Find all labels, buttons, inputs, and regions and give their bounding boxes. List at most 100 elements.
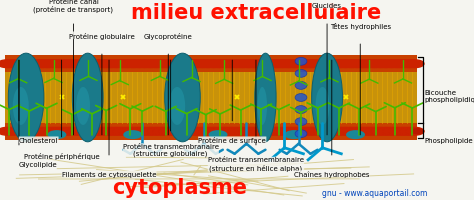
Circle shape	[21, 128, 39, 135]
Circle shape	[234, 129, 246, 134]
Circle shape	[15, 128, 34, 135]
Circle shape	[199, 61, 217, 68]
Ellipse shape	[209, 130, 228, 139]
Circle shape	[44, 129, 56, 134]
Circle shape	[154, 129, 165, 134]
Circle shape	[136, 61, 154, 68]
Circle shape	[182, 129, 194, 134]
Circle shape	[27, 61, 45, 68]
Ellipse shape	[295, 70, 307, 78]
Circle shape	[164, 128, 183, 135]
Circle shape	[84, 61, 102, 68]
Ellipse shape	[123, 130, 142, 139]
Circle shape	[309, 129, 320, 134]
Circle shape	[314, 128, 332, 135]
Circle shape	[55, 61, 74, 68]
Circle shape	[27, 128, 45, 135]
Circle shape	[62, 129, 73, 134]
Circle shape	[210, 128, 229, 135]
Circle shape	[141, 61, 160, 68]
Circle shape	[61, 61, 80, 68]
Circle shape	[285, 129, 297, 134]
Circle shape	[16, 129, 27, 134]
Circle shape	[136, 129, 148, 134]
Text: Glycoprotéine: Glycoprotéine	[144, 33, 192, 39]
Circle shape	[44, 128, 62, 135]
Circle shape	[233, 128, 252, 135]
Circle shape	[96, 129, 108, 134]
Circle shape	[33, 129, 45, 134]
Text: Protéine transmembranaire
(structure en hélice alpha): Protéine transmembranaire (structure en …	[208, 157, 304, 171]
Circle shape	[182, 61, 200, 68]
Circle shape	[187, 61, 206, 68]
Circle shape	[360, 128, 378, 135]
Circle shape	[73, 128, 91, 135]
Circle shape	[251, 61, 269, 68]
Text: Filaments de cytosquelette: Filaments de cytosquelette	[62, 171, 156, 177]
Circle shape	[245, 129, 257, 134]
Circle shape	[245, 128, 263, 135]
Circle shape	[354, 61, 372, 68]
Ellipse shape	[295, 106, 307, 114]
Circle shape	[365, 128, 384, 135]
Circle shape	[279, 61, 298, 68]
Circle shape	[233, 61, 252, 68]
Circle shape	[268, 128, 286, 135]
Circle shape	[394, 61, 412, 68]
Circle shape	[251, 128, 269, 135]
Circle shape	[67, 129, 79, 134]
Circle shape	[325, 128, 344, 135]
Circle shape	[130, 129, 142, 134]
Circle shape	[228, 128, 246, 135]
Circle shape	[297, 129, 309, 134]
Circle shape	[170, 128, 189, 135]
Ellipse shape	[316, 87, 329, 125]
Circle shape	[285, 61, 303, 68]
Circle shape	[147, 61, 165, 68]
Circle shape	[331, 128, 349, 135]
Ellipse shape	[346, 130, 365, 139]
Circle shape	[372, 129, 383, 134]
Circle shape	[125, 129, 137, 134]
Circle shape	[406, 128, 424, 135]
Circle shape	[50, 61, 68, 68]
Ellipse shape	[295, 94, 307, 102]
Circle shape	[296, 61, 315, 68]
Circle shape	[205, 129, 217, 134]
Circle shape	[101, 61, 119, 68]
Circle shape	[124, 128, 143, 135]
Circle shape	[188, 129, 200, 134]
Circle shape	[107, 128, 126, 135]
Circle shape	[291, 61, 309, 68]
Circle shape	[412, 129, 423, 134]
Circle shape	[303, 129, 314, 134]
Text: milieu extracellulaire: milieu extracellulaire	[131, 3, 381, 23]
Circle shape	[205, 128, 223, 135]
Circle shape	[10, 129, 21, 134]
Circle shape	[331, 61, 349, 68]
Circle shape	[38, 128, 56, 135]
Circle shape	[107, 61, 126, 68]
Circle shape	[314, 61, 332, 68]
Circle shape	[371, 61, 390, 68]
Circle shape	[159, 61, 177, 68]
Circle shape	[314, 129, 326, 134]
Circle shape	[108, 129, 119, 134]
Circle shape	[170, 61, 189, 68]
Circle shape	[32, 61, 51, 68]
Circle shape	[102, 129, 113, 134]
Circle shape	[388, 61, 407, 68]
Circle shape	[222, 61, 240, 68]
Circle shape	[279, 128, 298, 135]
Ellipse shape	[295, 130, 307, 138]
Circle shape	[124, 61, 143, 68]
Ellipse shape	[13, 87, 29, 125]
Circle shape	[0, 128, 16, 135]
Circle shape	[348, 128, 366, 135]
Text: Protéine transmembranaire
(structure globulaire): Protéine transmembranaire (structure glo…	[123, 143, 219, 157]
Circle shape	[302, 61, 320, 68]
Text: Protéine globulaire: Protéine globulaire	[69, 33, 135, 39]
Circle shape	[239, 129, 251, 134]
Circle shape	[32, 128, 51, 135]
Circle shape	[205, 61, 223, 68]
